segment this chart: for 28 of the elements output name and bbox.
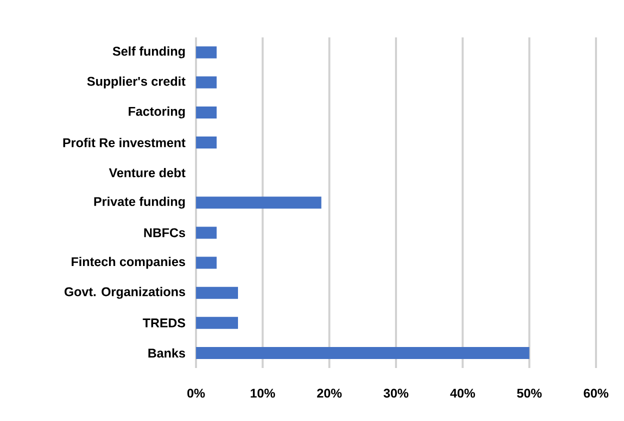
- bar: [196, 346, 530, 359]
- y-tick-label: TREDS: [142, 318, 186, 328]
- x-tick-label: 10%: [250, 388, 276, 398]
- bar: [196, 286, 238, 299]
- y-tick-label: Self funding: [112, 46, 185, 58]
- bar: [196, 106, 217, 118]
- x-tick-label: 0%: [187, 388, 205, 398]
- y-tick-label: Supplier's credit: [87, 76, 186, 88]
- x-tick-label: 60%: [584, 388, 608, 398]
- y-tick-label: Govt. Organizations: [64, 286, 186, 299]
- x-tick-label: 30%: [384, 388, 408, 398]
- bar: [196, 226, 217, 239]
- y-tick-label: Banks: [148, 348, 186, 358]
- bar: [196, 316, 238, 329]
- bar: [196, 76, 217, 88]
- bar: [196, 46, 217, 58]
- y-tick-label: NBFCs: [144, 228, 186, 238]
- x-tick-label: 20%: [317, 388, 342, 398]
- y-tick-label: Fintech companies: [72, 256, 186, 269]
- bar: [196, 196, 322, 209]
- y-tick-label: Profit Re investment: [63, 138, 186, 148]
- y-tick-label: Private funding: [94, 196, 185, 209]
- x-tick-label: 40%: [450, 388, 476, 398]
- bar: [196, 136, 217, 149]
- y-tick-label: Venture debt: [108, 168, 186, 178]
- x-tick-label: 50%: [517, 388, 542, 398]
- y-tick-label: Factoring: [128, 106, 185, 118]
- bar: [196, 256, 217, 269]
